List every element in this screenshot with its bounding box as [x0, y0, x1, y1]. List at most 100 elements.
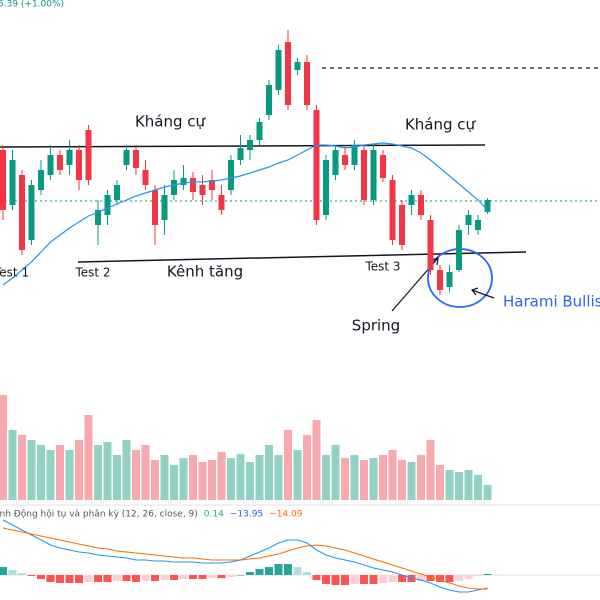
macd-histogram — [312, 575, 321, 580]
candle-body — [285, 42, 291, 105]
macd-histogram — [322, 575, 330, 584]
volume-bar — [312, 420, 321, 500]
macd-histogram — [350, 575, 359, 584]
candle-body — [57, 155, 63, 170]
macd-histogram — [141, 575, 150, 581]
candle-body — [190, 178, 196, 192]
macd-histogram — [284, 564, 292, 575]
macd-histogram — [103, 575, 112, 582]
candle-body — [427, 220, 434, 270]
candle-body — [180, 178, 187, 185]
macd-histogram — [246, 572, 254, 575]
spring-arrow-head — [431, 257, 439, 266]
candle-body — [161, 195, 168, 220]
volume-bar — [103, 442, 112, 500]
annotation: Kháng cự — [405, 116, 477, 134]
candle-body — [104, 195, 111, 215]
macd-histogram — [379, 575, 387, 583]
candle-body — [361, 150, 367, 200]
volume-bar — [426, 440, 435, 500]
annotation: Spring — [352, 317, 400, 335]
volume-bar — [160, 455, 169, 500]
macd-histogram — [8, 570, 17, 575]
volume-bar — [198, 462, 207, 500]
macd-legend: inh Động hội tụ và phân kỳ (12, 26, clos… — [0, 509, 198, 520]
volume-bar — [84, 415, 93, 500]
macd-histogram — [474, 575, 482, 576]
volume-bar — [8, 430, 17, 500]
macd-histogram — [236, 575, 245, 576]
candle-body — [152, 190, 158, 225]
volume-bar — [350, 455, 359, 500]
candle-body — [228, 160, 234, 190]
volume-bar — [46, 450, 55, 500]
volume-bar — [274, 455, 283, 500]
candle-body — [133, 150, 139, 168]
volume-bar — [293, 450, 302, 500]
volume-bar — [151, 460, 159, 500]
macd-histogram — [436, 575, 444, 582]
volume-bar — [265, 445, 273, 500]
candle-body — [85, 130, 92, 180]
macd-histogram — [388, 575, 397, 582]
macd-histogram — [18, 573, 26, 575]
candle-body — [66, 150, 73, 165]
volume-bar — [179, 458, 188, 500]
volume-bar — [75, 440, 83, 500]
macd-histogram — [445, 575, 454, 582]
annotation: Test 3 — [364, 260, 400, 274]
macd-histogram — [303, 572, 311, 575]
candle-body — [0, 150, 6, 210]
volume-bar — [303, 435, 311, 500]
volume-bar — [255, 455, 264, 500]
macd-histogram — [331, 575, 340, 585]
volume-bar — [236, 454, 245, 500]
macd-histogram — [293, 567, 302, 575]
macd-histogram — [360, 575, 368, 584]
macd-histogram — [0, 567, 7, 575]
candle-body — [351, 145, 358, 165]
macd-histogram — [483, 574, 492, 575]
macd-histogram — [274, 564, 283, 575]
annotation: Test 2 — [74, 266, 110, 280]
candle-body — [323, 160, 329, 215]
candle-body — [370, 150, 377, 200]
candle-body — [332, 150, 339, 175]
volume-bar — [65, 450, 74, 500]
macd-histogram — [265, 567, 273, 575]
volume-bar — [18, 435, 26, 500]
candle-body — [437, 270, 443, 290]
candle-body — [380, 155, 386, 178]
macd-histogram — [170, 575, 178, 580]
macd-histogram — [227, 575, 235, 577]
macd-histogram — [65, 575, 74, 583]
candle-body — [446, 272, 453, 287]
candle-body — [313, 110, 320, 220]
volume-bar — [417, 455, 425, 500]
macd-histogram — [122, 575, 131, 581]
volume-bar — [369, 458, 378, 500]
volume-bar — [341, 458, 349, 500]
candle-body — [9, 160, 16, 205]
macd-histogram — [255, 569, 264, 575]
candle-body — [47, 155, 54, 175]
volume-bar — [227, 458, 235, 500]
volume-bar — [94, 445, 102, 500]
candle-body — [389, 180, 396, 240]
macd-histogram — [151, 575, 159, 581]
volume-bar — [217, 452, 226, 500]
channel-line — [77, 251, 527, 263]
candle-body — [465, 215, 472, 225]
volume-bar — [322, 455, 330, 500]
candle-body — [171, 180, 177, 195]
annotation: Kháng cự — [135, 113, 207, 131]
candle-body — [418, 195, 424, 215]
macd-histogram — [208, 575, 216, 578]
macd-histogram — [113, 575, 121, 581]
candle-body — [114, 185, 120, 200]
macd-histogram — [132, 575, 140, 582]
macd-histogram — [179, 575, 188, 579]
candle-body — [484, 200, 491, 212]
